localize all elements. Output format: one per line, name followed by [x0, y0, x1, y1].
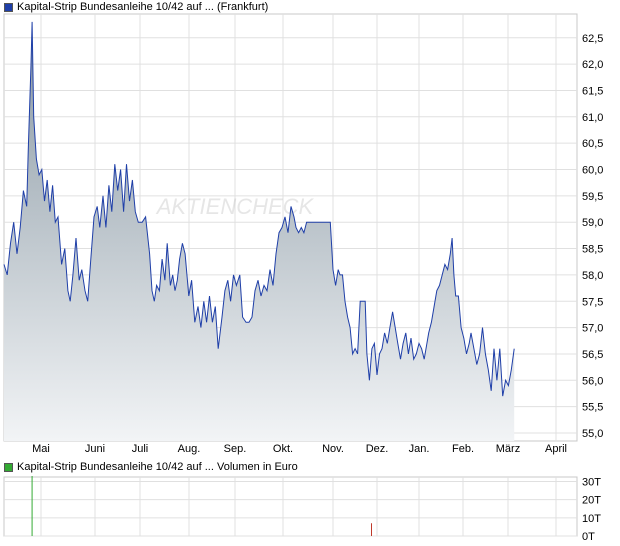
volume-y-tick: 20T: [582, 495, 601, 507]
price-y-tick: 60,5: [582, 138, 603, 150]
x-tick-label: Dez.: [366, 443, 389, 455]
x-tick-label: März: [496, 443, 520, 455]
price-series-line: [3, 21, 515, 397]
price-y-tick: 58,0: [582, 270, 603, 282]
price-y-tick: 61,5: [582, 85, 603, 97]
price-y-tick: 62,0: [582, 59, 603, 71]
x-tick-label: Sep.: [224, 443, 247, 455]
volume-chart-legend: Kapital-Strip Bundesanleihe 10/42 auf ..…: [4, 460, 298, 474]
price-y-tick: 56,5: [582, 349, 603, 361]
x-tick-label: Juli: [132, 443, 149, 455]
x-tick-label: April: [545, 443, 567, 455]
price-y-tick: 59,5: [582, 191, 603, 203]
x-tick-label: Mai: [32, 443, 50, 455]
volume-y-tick: 0T: [582, 531, 595, 543]
price-y-tick: 62,5: [582, 33, 603, 45]
price-y-tick: 57,0: [582, 323, 603, 335]
volume-y-tick: 30T: [582, 476, 601, 488]
price-y-tick: 59,0: [582, 217, 603, 229]
price-y-tick: 58,5: [582, 244, 603, 256]
x-tick-label: Nov.: [322, 443, 344, 455]
price-y-tick: 61,0: [582, 112, 603, 124]
price-chart-legend: Kapital-Strip Bundesanleihe 10/42 auf ..…: [4, 0, 268, 14]
watermark: AKTIENCHECK: [155, 194, 315, 219]
price-y-tick: 55,0: [582, 428, 603, 440]
price-y-tick: 60,0: [582, 165, 603, 177]
volume-plot-frame: [3, 476, 578, 537]
x-tick-label: Jan.: [409, 443, 430, 455]
price-y-tick: 57,5: [582, 296, 603, 308]
price-legend-swatch: [4, 2, 13, 12]
price-y-tick: 56,0: [582, 375, 603, 387]
price-y-tick: 55,5: [582, 402, 603, 414]
x-tick-label: Juni: [85, 443, 105, 455]
x-tick-label: Okt.: [273, 443, 293, 455]
x-tick-label: Feb.: [452, 443, 474, 455]
price-legend-label: Kapital-Strip Bundesanleihe 10/42 auf ..…: [17, 1, 269, 13]
volume-legend-label: Kapital-Strip Bundesanleihe 10/42 auf ..…: [17, 461, 298, 473]
volume-legend-swatch: [4, 462, 13, 472]
price-area: [4, 21, 515, 442]
x-tick-label: Aug.: [178, 443, 201, 455]
volume-y-tick: 10T: [582, 513, 601, 525]
